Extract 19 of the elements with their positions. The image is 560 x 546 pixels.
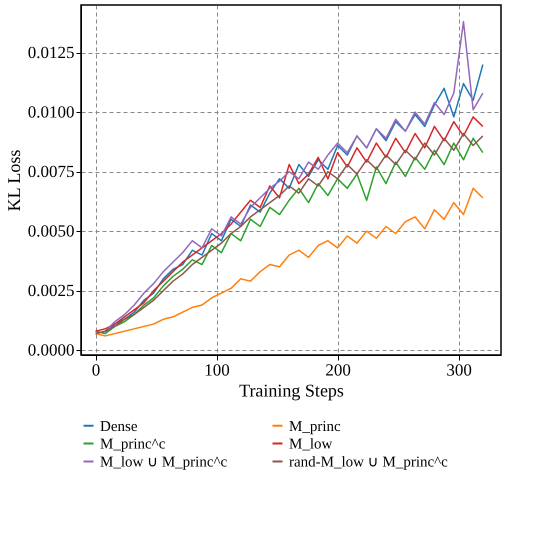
y-tick-label: 0.0050 (28, 222, 74, 241)
line-series (94, 188, 484, 337)
y-tick-label: 0.0075 (28, 162, 74, 182)
y-tick-label: 0.0025 (28, 281, 74, 300)
x-axis-title: Training Steps (239, 380, 344, 400)
x-tick-label: 100 (204, 360, 230, 380)
y-tick-label: 0.0125 (28, 43, 74, 62)
legend-label: M_princ^c (100, 436, 166, 452)
legend-label: M_low (289, 436, 333, 452)
y-tick-label: 0.0100 (28, 102, 74, 122)
y-tick-label: 0.0000 (28, 340, 74, 360)
x-tick-label: 200 (325, 360, 351, 380)
legend-label: M_low ∪ M_princ^c (100, 454, 228, 470)
x-tick-label: 300 (446, 360, 472, 380)
legend-label: M_princ (289, 418, 341, 435)
legend-label: Dense (100, 418, 138, 435)
y-axis-title: KL Loss (4, 150, 24, 212)
x-tick-label: 0 (92, 360, 100, 380)
legend-label: rand-M_low ∪ M_princ^c (289, 454, 448, 470)
